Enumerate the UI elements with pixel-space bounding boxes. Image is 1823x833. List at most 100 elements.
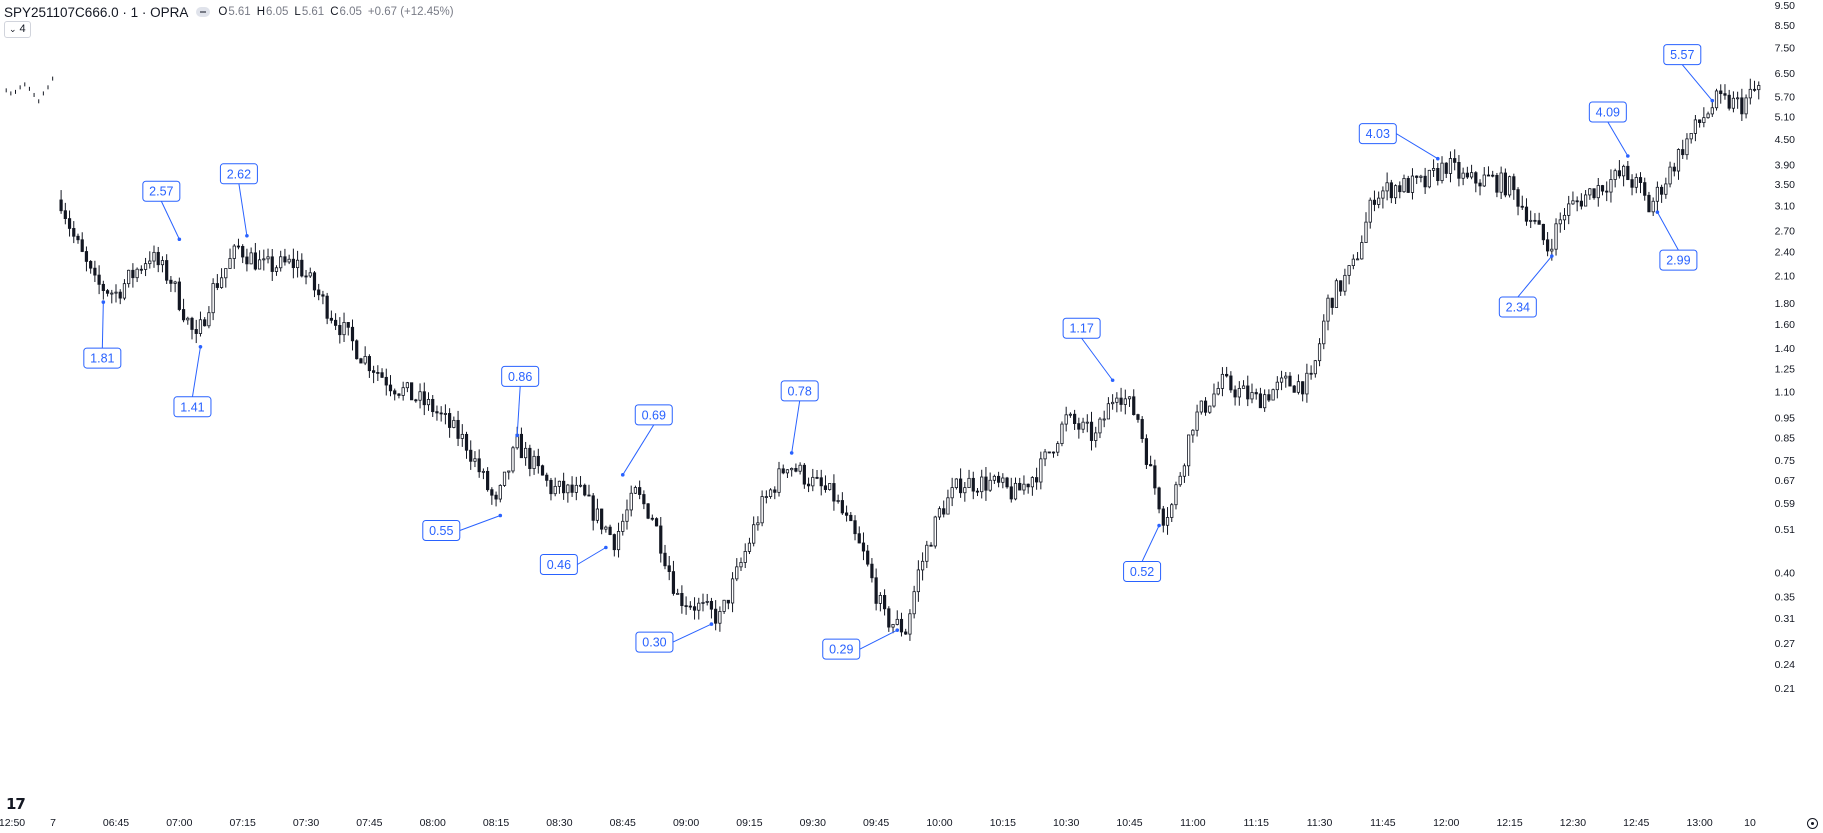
candle-body xyxy=(122,283,127,299)
candle-body xyxy=(946,497,950,515)
candle-body xyxy=(1596,185,1600,199)
annotation-leader-line xyxy=(101,302,104,349)
candle-body xyxy=(1562,214,1567,221)
settings-icon[interactable] xyxy=(1807,818,1818,829)
candle-body xyxy=(684,605,688,608)
annotation-leader-line xyxy=(577,547,607,565)
price-axis-tick-label: 0.67 xyxy=(1775,475,1796,487)
time-axis-tick-label: 12:30 xyxy=(1560,817,1586,829)
candle-body xyxy=(980,476,984,493)
tradingview-logo-icon[interactable]: 17 xyxy=(6,795,26,813)
candle-body xyxy=(697,602,701,611)
candle-body xyxy=(1431,168,1436,171)
annotation-label-box xyxy=(142,180,181,202)
candle-body xyxy=(203,319,207,327)
candle-body xyxy=(1752,88,1757,91)
candle-body xyxy=(768,489,773,497)
candle-body xyxy=(836,500,840,502)
candle-body xyxy=(743,551,747,563)
candle-body xyxy=(1119,397,1123,405)
candle-body xyxy=(1140,419,1144,440)
candle-body xyxy=(726,599,730,604)
candle-body xyxy=(802,464,806,485)
candle-body xyxy=(143,263,148,270)
symbol-title[interactable]: SPY251107C666.0 · 1 · OPRA xyxy=(4,4,189,20)
candle-body xyxy=(866,550,870,565)
price-axis-tick-label: 2.40 xyxy=(1775,247,1796,259)
candle-body xyxy=(747,542,752,552)
price-axis-tick-label: 0.31 xyxy=(1775,613,1796,625)
candle-body xyxy=(612,534,616,551)
candle-body xyxy=(1617,170,1621,177)
annotation-leader-line xyxy=(859,629,898,650)
price-axis-tick-label: 1.60 xyxy=(1775,319,1796,331)
indicators-toggle-button[interactable]: ⌄ 4 xyxy=(4,21,31,38)
price-axis-tick-label: 7.50 xyxy=(1775,42,1796,54)
candle-body xyxy=(498,485,502,500)
annotation-label-box xyxy=(1498,296,1537,318)
candle-body xyxy=(1453,158,1457,163)
annotation-leader-line xyxy=(1396,133,1439,160)
candle-body xyxy=(1313,360,1317,375)
candle-body xyxy=(882,595,887,610)
candle-body xyxy=(1702,117,1706,123)
candle-body xyxy=(350,326,355,342)
candle-body xyxy=(367,356,371,372)
candle-body xyxy=(1423,175,1427,188)
annotation-anchor-point xyxy=(789,451,794,455)
candle-body xyxy=(984,476,988,491)
candle-body xyxy=(127,269,131,285)
candle-body xyxy=(1681,149,1685,156)
candle-body xyxy=(1144,438,1149,465)
candle-body xyxy=(676,593,680,595)
price-axis-tick-label: 6.50 xyxy=(1775,68,1796,80)
candle-body xyxy=(908,613,912,635)
candle-body xyxy=(583,484,587,496)
annotation-label-box xyxy=(501,365,540,387)
candle-body xyxy=(899,618,904,633)
annotation-label-text: 2.99 xyxy=(1666,254,1690,268)
candle-body xyxy=(642,494,646,505)
candle-body xyxy=(156,251,160,266)
annotation-anchor-point xyxy=(1110,378,1115,383)
candle-body xyxy=(249,252,253,265)
market-status-icon[interactable] xyxy=(196,7,211,17)
price-axis-tick-label: 0.95 xyxy=(1775,413,1796,425)
candle-body xyxy=(1381,190,1385,199)
candle-body xyxy=(1647,194,1651,213)
candle-body xyxy=(1748,88,1752,99)
candle-body xyxy=(562,480,566,494)
candle-body xyxy=(1676,149,1681,172)
candle-body xyxy=(101,283,105,292)
candle-body xyxy=(148,260,152,265)
annotation-anchor-point xyxy=(1655,210,1660,214)
candle-body xyxy=(701,601,705,604)
price-axis-tick-label: 1.80 xyxy=(1775,298,1796,310)
annotation-label-box xyxy=(1123,561,1162,583)
candle-body xyxy=(667,565,671,572)
candle-body xyxy=(646,503,650,519)
candle-body xyxy=(1229,375,1233,391)
candle-body xyxy=(304,275,308,278)
candle-body xyxy=(671,571,676,594)
candle-body xyxy=(1672,166,1676,172)
candle-body xyxy=(372,370,376,373)
candle-body xyxy=(1284,375,1288,379)
time-axis-tick-label: 10 xyxy=(1744,817,1756,829)
candle-body xyxy=(257,259,262,270)
candle-body xyxy=(207,312,211,327)
price-axis-tick-label: 9.50 xyxy=(1775,0,1796,12)
candle-body xyxy=(806,483,811,487)
time-axis-tick-label: 11:00 xyxy=(1180,817,1206,829)
candle-body xyxy=(1364,221,1368,243)
candle-body xyxy=(730,578,735,604)
candle-body xyxy=(1330,297,1334,308)
time-axis-tick-label: 08:45 xyxy=(610,817,636,829)
candle-body xyxy=(1406,178,1410,193)
candle-body xyxy=(600,508,604,530)
candle-body xyxy=(912,591,916,615)
candle-body xyxy=(1279,377,1284,383)
candle-body xyxy=(1685,138,1689,156)
